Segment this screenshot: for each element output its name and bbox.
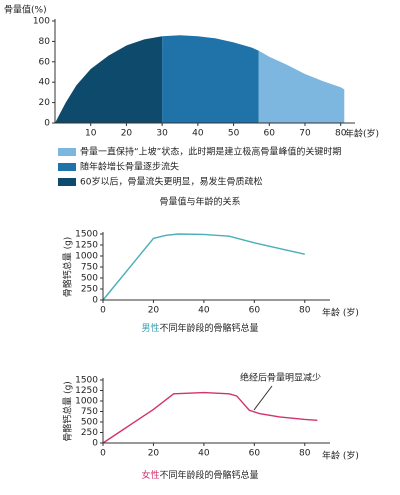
x-axis-label: 年龄(岁) (345, 128, 379, 140)
x-tick-label: 0 (100, 449, 106, 459)
y-tick-label: 500 (81, 274, 98, 284)
annotation: 绝经后骨量明显减少 (240, 372, 321, 384)
x-tick-label: 60 (249, 306, 261, 316)
x-tick-label: 50 (228, 129, 240, 139)
annotation-arrow (253, 385, 273, 411)
x-tick-label: 0 (100, 306, 106, 316)
y-tick-label: 1500 (75, 376, 98, 386)
caption: 女性不同年龄段的骨骼钙总量 (141, 469, 258, 481)
caption-text: 不同年龄段的骨骼钙总量 (160, 469, 259, 481)
legend-swatch (58, 163, 76, 171)
y-tick-label: 750 (81, 407, 98, 417)
area (55, 36, 163, 123)
area (162, 35, 259, 123)
x-tick-label: 40 (198, 449, 210, 459)
y-tick-label: 500 (81, 418, 98, 428)
x-tick-label: 20 (148, 449, 160, 459)
caption: 男性不同年龄段的骨骼钙总量 (141, 322, 258, 334)
y-axis-label: 骨骼钙总量 (g) (62, 381, 74, 442)
y-tick-label: 1000 (75, 252, 98, 262)
x-tick-label: 80 (335, 129, 347, 139)
y-tick-label: 0 (44, 119, 50, 129)
y-axis-label: 骨量值(%) (4, 4, 47, 16)
caption-text: 不同年龄段的骨骼钙总量 (160, 322, 259, 334)
legend-label: 60岁以后，骨量流失更明显，易发生骨质疏松 (80, 176, 262, 188)
area (258, 50, 345, 123)
y-tick-label: 1500 (75, 230, 98, 240)
x-tick-label: 40 (198, 306, 210, 316)
x-tick-label: 10 (85, 129, 97, 139)
y-tick-label: 1250 (75, 386, 98, 396)
caption-highlight: 女性 (141, 469, 159, 481)
x-tick-label: 60 (249, 449, 261, 459)
y-tick-label: 1250 (75, 241, 98, 251)
legend-label: 骨量一直保持“上坡”状态，此时期是建立极高骨量峰值的关键时期 (80, 146, 341, 158)
line (102, 391, 318, 444)
legend-label: 随年龄增长骨量逐步流失 (80, 161, 179, 173)
y-tick-label: 250 (81, 428, 98, 438)
caption-highlight: 男性 (141, 322, 159, 334)
y-tick-label: 250 (81, 285, 98, 295)
legend-swatch (58, 148, 76, 156)
x-tick-label: 80 (299, 449, 311, 459)
y-tick-label: 100 (33, 17, 50, 27)
y-tick-label: 0 (92, 296, 98, 306)
x-axis-label: 年龄 (岁) (322, 307, 359, 319)
legend-swatch (58, 178, 76, 186)
x-tick-label: 80 (299, 306, 311, 316)
y-tick-label: 60 (39, 57, 51, 67)
line (102, 233, 305, 301)
x-tick-label: 20 (121, 129, 133, 139)
y-tick-label: 1000 (75, 397, 98, 407)
y-axis-label: 骨骼钙总量 (g) (62, 237, 74, 298)
x-tick-label: 20 (148, 306, 160, 316)
y-tick-label: 750 (81, 263, 98, 273)
y-tick-label: 80 (39, 37, 51, 47)
y-tick-label: 40 (39, 78, 51, 88)
x-axis-label: 年龄 (岁) (322, 450, 359, 462)
x-tick-label: 30 (156, 129, 168, 139)
x-tick-label: 40 (192, 129, 204, 139)
x-tick-label: 60 (264, 129, 276, 139)
y-tick-label: 0 (92, 439, 98, 449)
x-tick-label: 70 (299, 129, 311, 139)
chart-title: 骨量值与年龄的关系 (159, 196, 240, 208)
y-tick-label: 20 (39, 98, 51, 108)
